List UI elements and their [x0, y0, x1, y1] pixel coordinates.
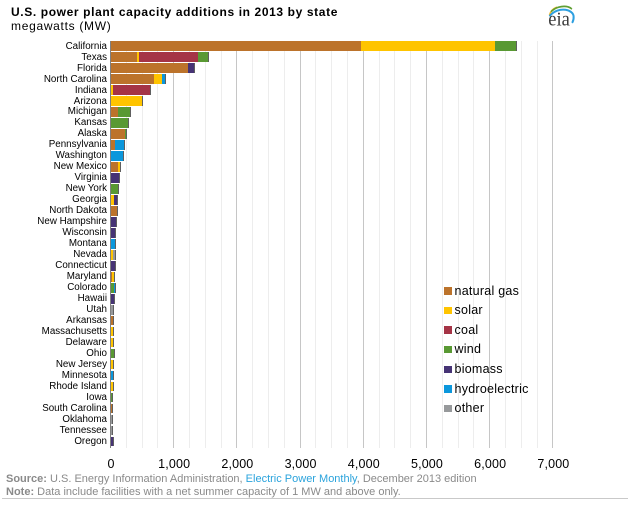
svg-text:eia: eia: [548, 10, 570, 31]
